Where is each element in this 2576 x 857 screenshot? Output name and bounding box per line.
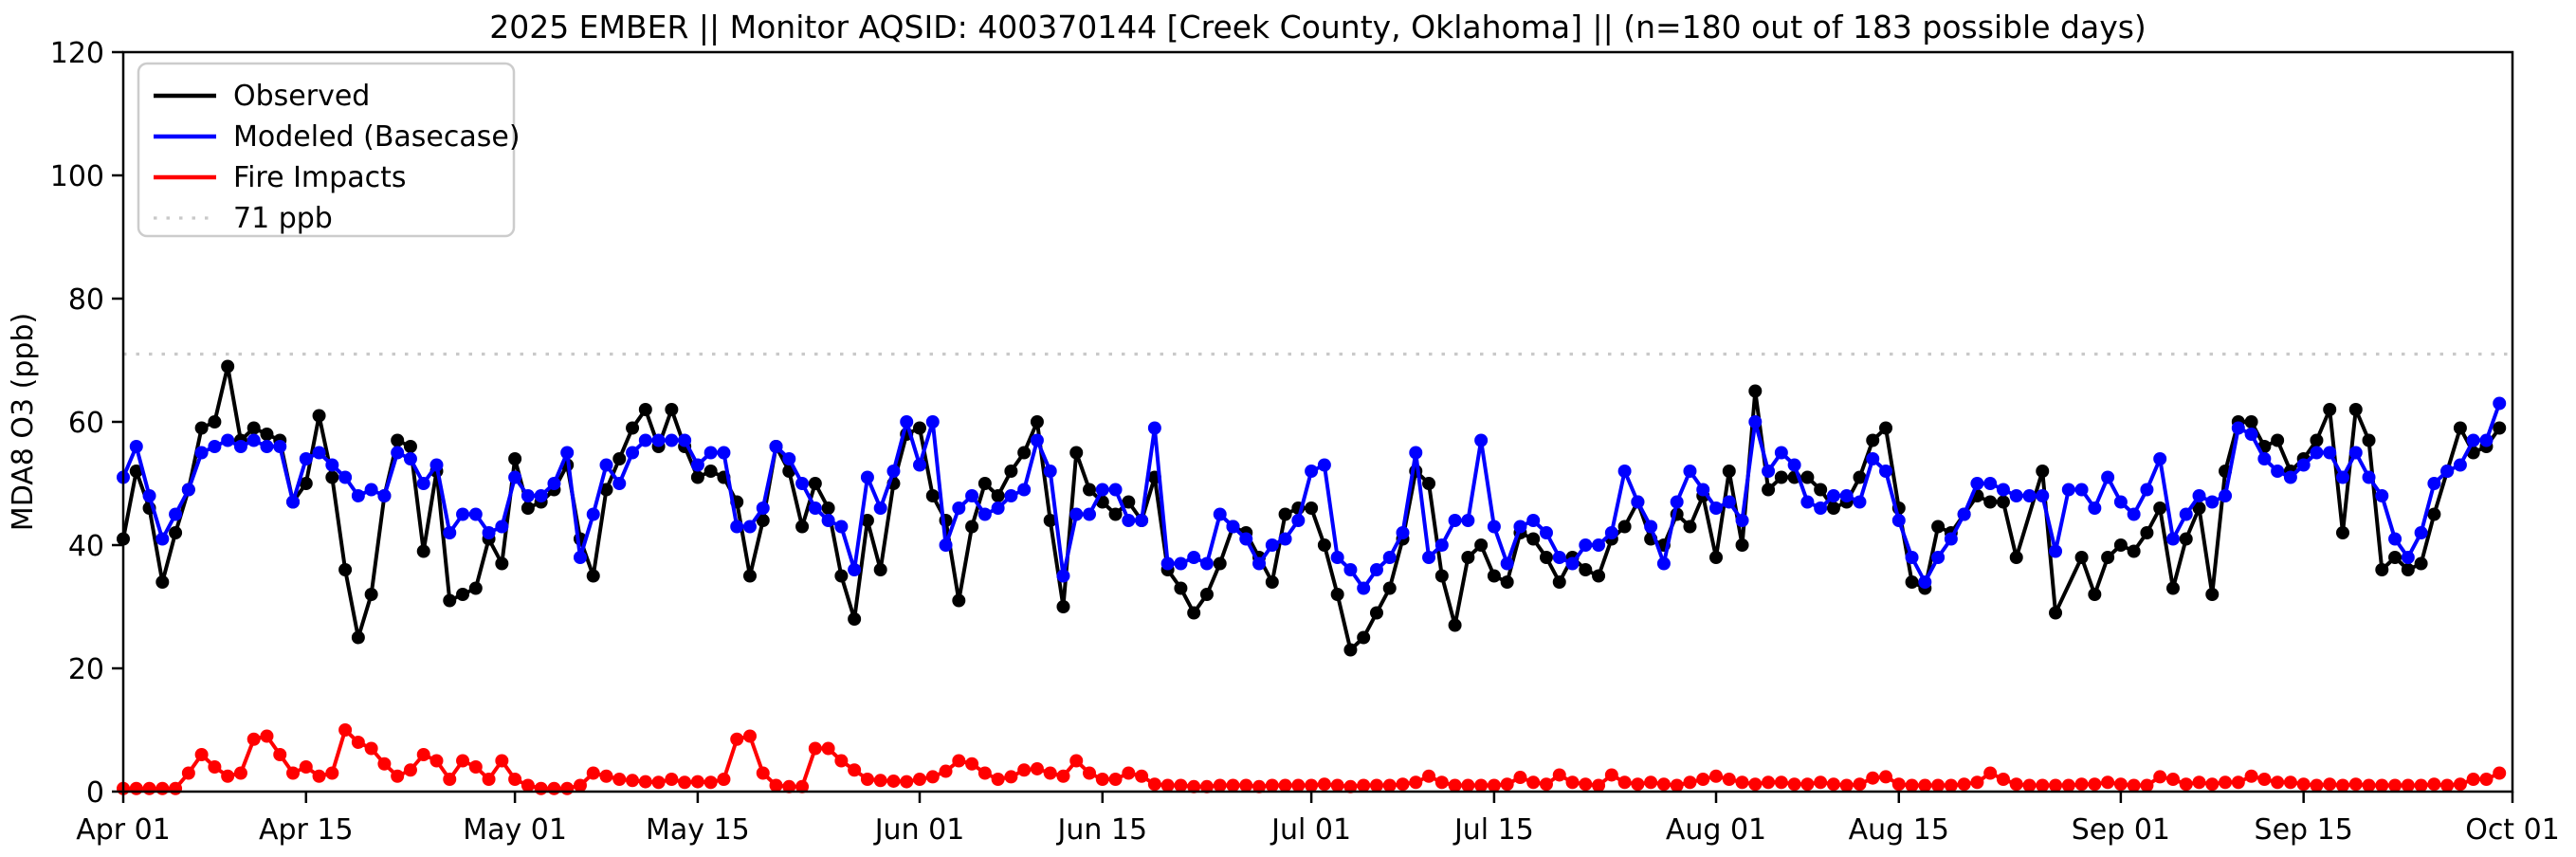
y-tick-label: 60 xyxy=(68,407,104,440)
y-tick-label: 80 xyxy=(68,283,104,317)
y-tick-label: 120 xyxy=(50,37,104,70)
x-tick-label: Jul 01 xyxy=(1270,813,1351,847)
x-tick-label: Oct 01 xyxy=(2465,813,2560,847)
x-tick-label: Jun 15 xyxy=(1055,813,1147,847)
legend-label: Fire Impacts xyxy=(233,161,406,194)
x-tick-label: Aug 01 xyxy=(1666,813,1766,847)
x-tick-label: Jun 01 xyxy=(873,813,965,847)
legend-label: Modeled (Basecase) xyxy=(233,120,521,154)
y-axis-label: MDA8 O3 (ppb) xyxy=(7,313,40,531)
fire-impacts-series xyxy=(117,723,2507,795)
legend: Observed Modeled (Basecase) Fire Impacts 71… xyxy=(137,62,521,238)
modeled-basecase--series xyxy=(117,396,2507,595)
x-tick-label: Apr 15 xyxy=(259,813,354,847)
y-tick-label: 100 xyxy=(50,160,104,193)
chart-title: 2025 EMBER || Monitor AQSID: 400370144 [… xyxy=(489,9,2147,46)
x-axis: Apr 01 Apr 15 May 01 May 15 Jun 01 Jun 15 Jul … xyxy=(76,792,2560,847)
x-tick-label: Sep 15 xyxy=(2255,813,2353,847)
x-tick-label: Sep 01 xyxy=(2072,813,2170,847)
y-tick-label: 40 xyxy=(68,530,104,563)
x-tick-label: Apr 01 xyxy=(76,813,171,847)
x-tick-label: May 15 xyxy=(646,813,750,847)
x-tick-label: Jul 15 xyxy=(1452,813,1534,847)
y-axis: 0 20 40 60 80 100 120 xyxy=(50,37,123,810)
x-tick-label: May 01 xyxy=(463,813,567,847)
plot-area: 0 20 40 60 80 100 120 Apr 01 Apr 15 May 01 May 15 J… xyxy=(50,37,2560,847)
legend-label: 71 ppb xyxy=(233,202,333,235)
legend-label: Observed xyxy=(233,80,370,113)
y-tick-label: 0 xyxy=(86,776,104,810)
y-tick-label: 20 xyxy=(68,653,104,686)
x-tick-label: Aug 15 xyxy=(1849,813,1949,847)
